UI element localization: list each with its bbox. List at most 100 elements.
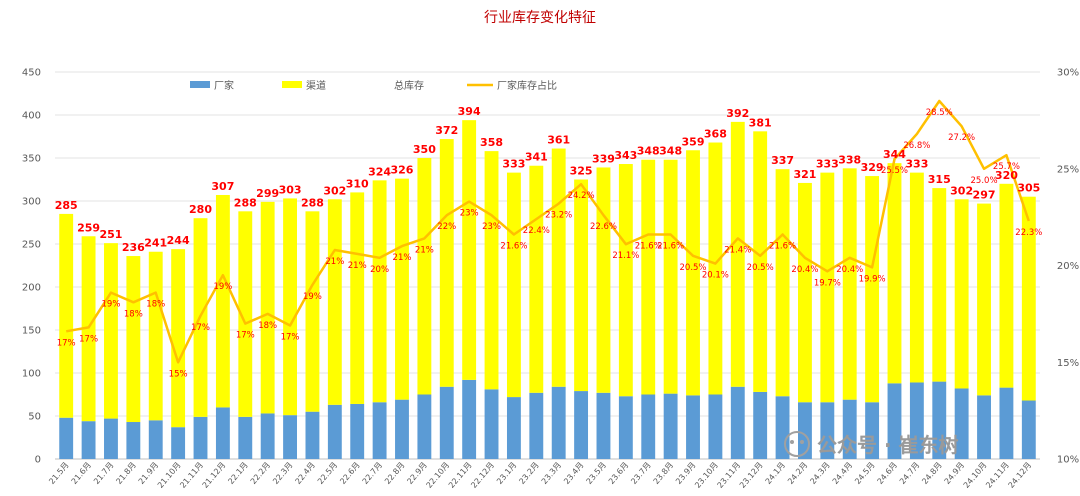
x-tick-label: 22.7月 (361, 461, 384, 487)
pct-label: 17% (236, 331, 255, 341)
bar-channel (596, 167, 611, 393)
bar-channel (238, 211, 253, 417)
total-label: 348 (659, 145, 682, 158)
pct-label: 23% (482, 222, 501, 232)
total-label: 315 (928, 173, 951, 186)
bar-channel (977, 203, 991, 396)
legend-swatch (190, 81, 210, 88)
bar-manufacturer (238, 416, 253, 459)
pct-label: 25.7% (993, 162, 1020, 172)
bar-channel (775, 169, 790, 397)
total-label: 329 (861, 161, 884, 174)
pct-label: 20.4% (836, 265, 863, 275)
bar-manufacturer (909, 382, 924, 459)
bar-manufacturer (104, 418, 118, 459)
total-label: 302 (323, 184, 346, 197)
x-tick-label: 22.12月 (469, 461, 496, 490)
bar-manufacturer (529, 392, 544, 459)
bar-channel (439, 139, 454, 387)
pct-label: 20.5% (680, 263, 707, 273)
left-tick-label: 100 (22, 369, 41, 380)
pct-label: 19% (102, 300, 121, 310)
bar-manufacturer (954, 388, 969, 459)
bar-manufacturer (305, 411, 320, 459)
total-label: 324 (368, 165, 391, 178)
bar-channel (350, 192, 365, 404)
bar-manufacturer (417, 394, 432, 459)
x-tick-label: 22.1月 (226, 461, 249, 487)
bar-manufacturer (59, 417, 74, 459)
bar-channel (909, 172, 924, 383)
bar-manufacturer (350, 403, 365, 459)
pct-label: 17% (281, 332, 300, 342)
legend: 厂家 渠道 总库存 厂家库存占比 (190, 79, 557, 92)
bar-channel (462, 120, 477, 380)
bar-manufacturer (842, 399, 857, 459)
left-tick-label: 450 (22, 68, 41, 79)
bar-manufacturer (641, 394, 656, 459)
bar-manufacturer (820, 402, 835, 459)
pct-label: 21.6% (657, 242, 684, 252)
bar-channel (215, 194, 230, 408)
watermark-text: 公众号 · 崔东树 (817, 433, 959, 457)
total-label: 392 (726, 107, 749, 120)
total-label: 333 (905, 158, 928, 171)
bar-channel (663, 159, 678, 394)
x-tick-label: 23.5月 (585, 461, 608, 487)
bar-channel (708, 142, 723, 395)
right-tick-label: 10% (1057, 455, 1079, 466)
bar-channel (730, 121, 745, 387)
total-label: 303 (279, 183, 302, 196)
total-label: 320 (995, 169, 1018, 182)
bar-manufacturer (283, 415, 297, 459)
pct-label: 18% (124, 309, 143, 319)
bar-manufacturer (686, 395, 700, 459)
bar-manufacturer (932, 381, 947, 459)
bar-manufacturer (1021, 400, 1036, 459)
bar-manufacturer (596, 392, 611, 459)
pct-label: 21% (348, 261, 367, 271)
pct-label: 20.4% (791, 265, 818, 275)
pct-label: 22.3% (1015, 228, 1042, 238)
x-tick-label: 22.8月 (383, 461, 406, 487)
bar-channel (148, 251, 163, 421)
bar-channel (372, 180, 387, 403)
pct-label: 21.6% (769, 242, 796, 252)
wechat-icon-eye-right (800, 440, 804, 444)
total-label: 251 (99, 228, 122, 241)
bar-manufacturer (999, 387, 1014, 459)
bar-channel (842, 168, 857, 400)
x-tick-label: 23.3月 (540, 461, 563, 487)
bar-channel (887, 163, 902, 384)
total-label: 280 (189, 203, 212, 216)
bar-channel (59, 213, 74, 418)
legend-label: 总库存 (394, 79, 424, 92)
total-label: 333 (502, 158, 525, 171)
bar-manufacturer (551, 386, 566, 459)
bar-manufacturer (327, 404, 342, 459)
bar-channel (574, 179, 589, 392)
bar-manufacturer (506, 397, 521, 459)
total-label: 368 (704, 128, 727, 141)
pct-label: 21% (415, 245, 434, 255)
bars (59, 120, 1036, 459)
legend-label: 厂家库存占比 (497, 79, 557, 92)
x-tick-label: 22.4月 (293, 461, 316, 487)
bar-channel (686, 150, 700, 396)
pct-label: 26.8% (903, 141, 930, 151)
total-label: 381 (749, 116, 772, 129)
x-tick-label: 24.3月 (808, 461, 831, 487)
bar-manufacturer (708, 394, 723, 459)
x-tick-label: 24.8月 (920, 461, 943, 487)
bar-channel (798, 182, 812, 403)
total-label: 241 (144, 237, 167, 250)
pct-label: 28.5% (926, 108, 953, 118)
pct-label: 19% (303, 292, 322, 302)
right-axis: 10% 15% 20% 25% 30% (1057, 68, 1079, 466)
pct-label: 20.5% (747, 263, 774, 273)
bar-manufacturer (775, 396, 790, 459)
pct-label: 22% (437, 222, 456, 232)
bar-manufacturer (215, 407, 230, 459)
